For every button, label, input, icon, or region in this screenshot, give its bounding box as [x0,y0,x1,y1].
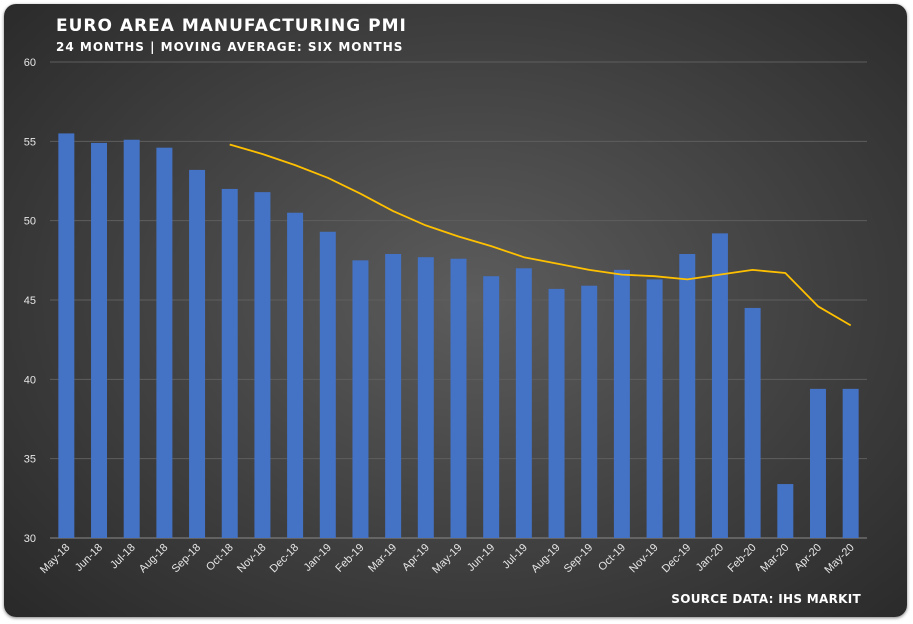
y-tick-label: 40 [24,374,36,386]
pmi-bar [613,269,630,538]
pmi-bar [417,257,434,538]
y-tick-label: 45 [24,295,36,307]
x-tick-label: Jul-18 [108,542,138,572]
x-tick-label: May-18 [38,542,72,576]
pmi-bar [352,260,369,538]
pmi-bar [483,276,500,538]
x-tick-label: Sep-18 [170,542,204,576]
pmi-bar [319,231,336,539]
x-tick-label: Mar-20 [758,542,791,575]
source-note: SOURCE DATA: IHS MARKIT [671,592,861,606]
pmi-bar [221,188,238,538]
bar-series [58,133,859,539]
x-tick-label: Oct-19 [596,542,628,574]
pmi-bar [123,139,140,538]
x-tick-label: Jan-19 [302,542,334,574]
x-tick-label: Mar-19 [366,542,399,575]
y-tick-label: 60 [24,57,36,69]
pmi-bar [254,192,271,538]
pmi-bar [646,279,663,538]
y-tick-label: 50 [24,216,36,228]
x-tick-label: Jan-20 [694,542,726,574]
pmi-bar [91,142,108,539]
pmi-bar [777,484,794,538]
pmi-bar [842,388,859,538]
pmi-bar [156,147,173,538]
x-axis: May-18 Jun-18 Jul-18 Aug-18 Sep-18 Oct-18 Nov-… [38,542,857,576]
x-tick-label: Nov-19 [627,542,661,576]
x-tick-label: Dec-18 [268,542,302,576]
x-tick-label: Apr-20 [792,542,824,574]
x-tick-label: Jul-19 [500,542,530,572]
pmi-bar [711,233,728,539]
x-tick-label: Apr-19 [400,542,432,574]
pmi-bar [189,169,206,539]
x-tick-label: Oct-18 [204,542,236,574]
pmi-bar [744,307,761,538]
x-tick-label: Dec-19 [660,542,694,576]
x-tick-label: Jun-19 [465,542,497,574]
y-tick-label: 35 [24,454,36,466]
x-tick-label: Aug-18 [137,542,171,576]
x-tick-label: May-19 [430,542,464,576]
x-tick-label: Jun-18 [73,542,105,574]
pmi-bar [287,212,304,538]
moving-average-series [229,143,852,327]
chart-title: EURO AREA MANUFACTURING PMI [56,16,407,36]
y-tick-label: 30 [24,533,36,545]
y-tick-label: 55 [24,136,36,148]
pmi-bar [58,133,75,538]
moving-average-line [229,143,852,327]
pmi-bar [809,388,826,538]
y-axis: 30 35 40 45 50 55 60 [24,57,36,545]
x-tick-label: May-20 [822,542,856,576]
pmi-bar [679,253,696,538]
chart-subtitle: 24 MONTHS | MOVING AVERAGE: SIX MONTHS [56,40,404,54]
pmi-bar [385,253,402,538]
x-tick-label: Feb-19 [333,542,366,575]
x-tick-label: Feb-20 [726,542,759,575]
x-tick-label: Aug-19 [529,542,563,576]
x-tick-label: Nov-18 [235,542,269,576]
pmi-bar [548,288,565,538]
pmi-bar [515,268,532,538]
pmi-bar [450,258,467,538]
pmi-bar [581,285,598,538]
x-tick-label: Sep-19 [562,542,596,576]
